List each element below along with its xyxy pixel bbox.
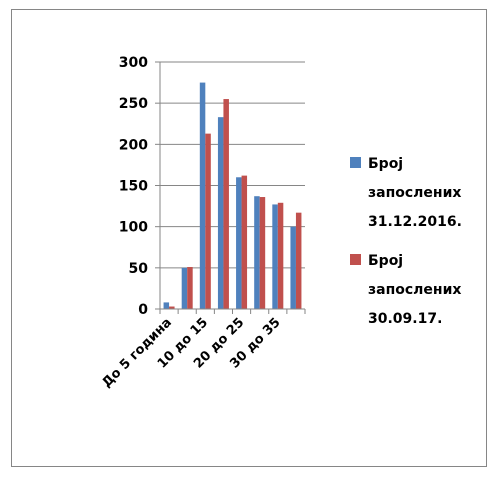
- bar-series2-1: [169, 306, 175, 309]
- y-tick-label: 50: [129, 261, 149, 277]
- bar-series1-7: [272, 204, 278, 309]
- chart-area: [11, 9, 487, 467]
- bar-series2-6: [259, 197, 266, 309]
- y-tick-label: 200: [119, 137, 148, 153]
- bar-series1-6: [254, 196, 260, 309]
- bar-series2-5: [241, 175, 248, 309]
- legend-swatch-2017: [350, 254, 361, 265]
- legend-item-2016: Број запослених 31.12.2016.: [346, 150, 496, 237]
- bar-series2-2: [187, 267, 193, 309]
- bars: [163, 82, 302, 309]
- bar-series1-2: [181, 267, 188, 309]
- y-tick-label: 250: [119, 96, 148, 112]
- y-tick-label: 100: [119, 220, 148, 236]
- bar-series2-7: [277, 202, 284, 309]
- bar-series1-4: [217, 117, 224, 309]
- bar-series1-1: [163, 302, 170, 309]
- legend: Број запослених 31.12.2016. Број запосле…: [346, 150, 496, 344]
- y-tick-label: 150: [119, 179, 148, 195]
- y-tick-label: 0: [138, 302, 148, 318]
- bar-series1-5: [236, 177, 242, 309]
- bar-series1-8: [290, 226, 296, 309]
- legend-label-2016: Број запослених 31.12.2016.: [368, 156, 462, 230]
- bar-series2-3: [205, 133, 211, 309]
- legend-item-2017: Број запослених 30.09.17.: [346, 247, 496, 334]
- bar-series1-3: [199, 82, 206, 309]
- legend-label-2017: Број запослених 30.09.17.: [368, 253, 462, 327]
- axes: [155, 61, 306, 314]
- bar-series2-4: [223, 99, 229, 309]
- y-tick-label: 300: [119, 55, 148, 71]
- legend-swatch-2016: [350, 157, 361, 168]
- bar-series2-8: [295, 212, 302, 309]
